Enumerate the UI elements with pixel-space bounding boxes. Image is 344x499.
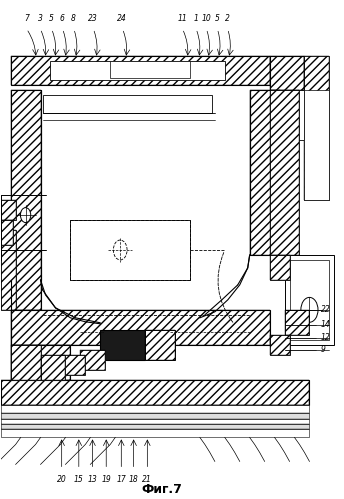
Bar (1, 430, 310, 438)
Bar (250, 90, 280, 255)
Text: 9: 9 (321, 345, 326, 354)
Text: 19: 19 (101, 475, 111, 484)
Text: 15: 15 (74, 475, 84, 484)
Bar (270, 255, 290, 280)
Bar (1, 200, 15, 220)
Text: 5: 5 (215, 14, 220, 23)
Bar (270, 335, 290, 355)
Text: 17: 17 (116, 475, 126, 484)
Bar (11, 345, 41, 380)
Bar (61, 355, 85, 375)
Bar (11, 310, 270, 345)
Bar (270, 55, 304, 90)
Bar (43, 95, 212, 113)
Bar (1, 380, 310, 405)
Text: 14: 14 (321, 320, 331, 329)
Text: 23: 23 (88, 14, 98, 23)
Bar (80, 350, 105, 370)
Bar (41, 355, 65, 380)
Text: 11: 11 (178, 14, 187, 23)
Bar (304, 55, 329, 200)
Text: 2: 2 (225, 14, 230, 23)
Bar (1, 419, 310, 424)
Bar (1, 230, 15, 310)
Bar (1, 230, 15, 310)
Bar (41, 355, 65, 380)
Bar (1, 200, 15, 220)
Bar (270, 255, 290, 280)
Text: Фиг.7: Фиг.7 (141, 483, 182, 496)
Bar (11, 90, 41, 310)
Bar (11, 310, 270, 345)
Text: 8: 8 (71, 14, 76, 23)
Bar (71, 220, 190, 280)
Bar (304, 55, 329, 200)
Bar (284, 310, 310, 335)
Bar (270, 90, 300, 255)
Bar (284, 90, 304, 140)
Text: 12: 12 (321, 333, 331, 342)
FancyArrowPatch shape (218, 252, 233, 322)
Bar (61, 355, 85, 375)
Bar (1, 220, 13, 245)
Circle shape (20, 208, 31, 223)
Bar (145, 330, 175, 360)
Bar (51, 60, 225, 80)
Bar (1, 405, 310, 413)
Bar (11, 345, 41, 380)
Bar (11, 55, 270, 85)
Bar (145, 330, 175, 360)
Text: 22: 22 (321, 305, 331, 314)
Text: 5: 5 (49, 14, 54, 23)
Bar (1, 413, 310, 419)
Text: 20: 20 (57, 475, 66, 484)
Text: 1: 1 (194, 14, 198, 23)
Bar (270, 90, 300, 255)
Bar (80, 350, 105, 370)
Text: 6: 6 (60, 14, 65, 23)
Bar (284, 255, 334, 345)
Circle shape (301, 297, 318, 322)
Text: 18: 18 (129, 475, 139, 484)
Bar (290, 260, 329, 340)
Bar (1, 380, 310, 405)
Text: 7: 7 (24, 14, 29, 23)
Bar (11, 345, 71, 380)
Bar (11, 345, 71, 380)
Text: 3: 3 (37, 14, 43, 23)
Bar (11, 55, 270, 85)
Bar (11, 90, 41, 310)
Bar (270, 55, 304, 90)
Bar (284, 310, 310, 335)
Bar (1, 424, 310, 429)
Text: 21: 21 (142, 475, 152, 484)
Bar (110, 60, 190, 78)
Bar (100, 330, 145, 360)
Text: 13: 13 (88, 475, 97, 484)
Bar (1, 220, 13, 245)
Text: 24: 24 (117, 14, 127, 23)
Bar (250, 90, 280, 255)
Bar (304, 90, 329, 200)
Text: 10: 10 (201, 14, 211, 23)
Bar (270, 335, 290, 355)
